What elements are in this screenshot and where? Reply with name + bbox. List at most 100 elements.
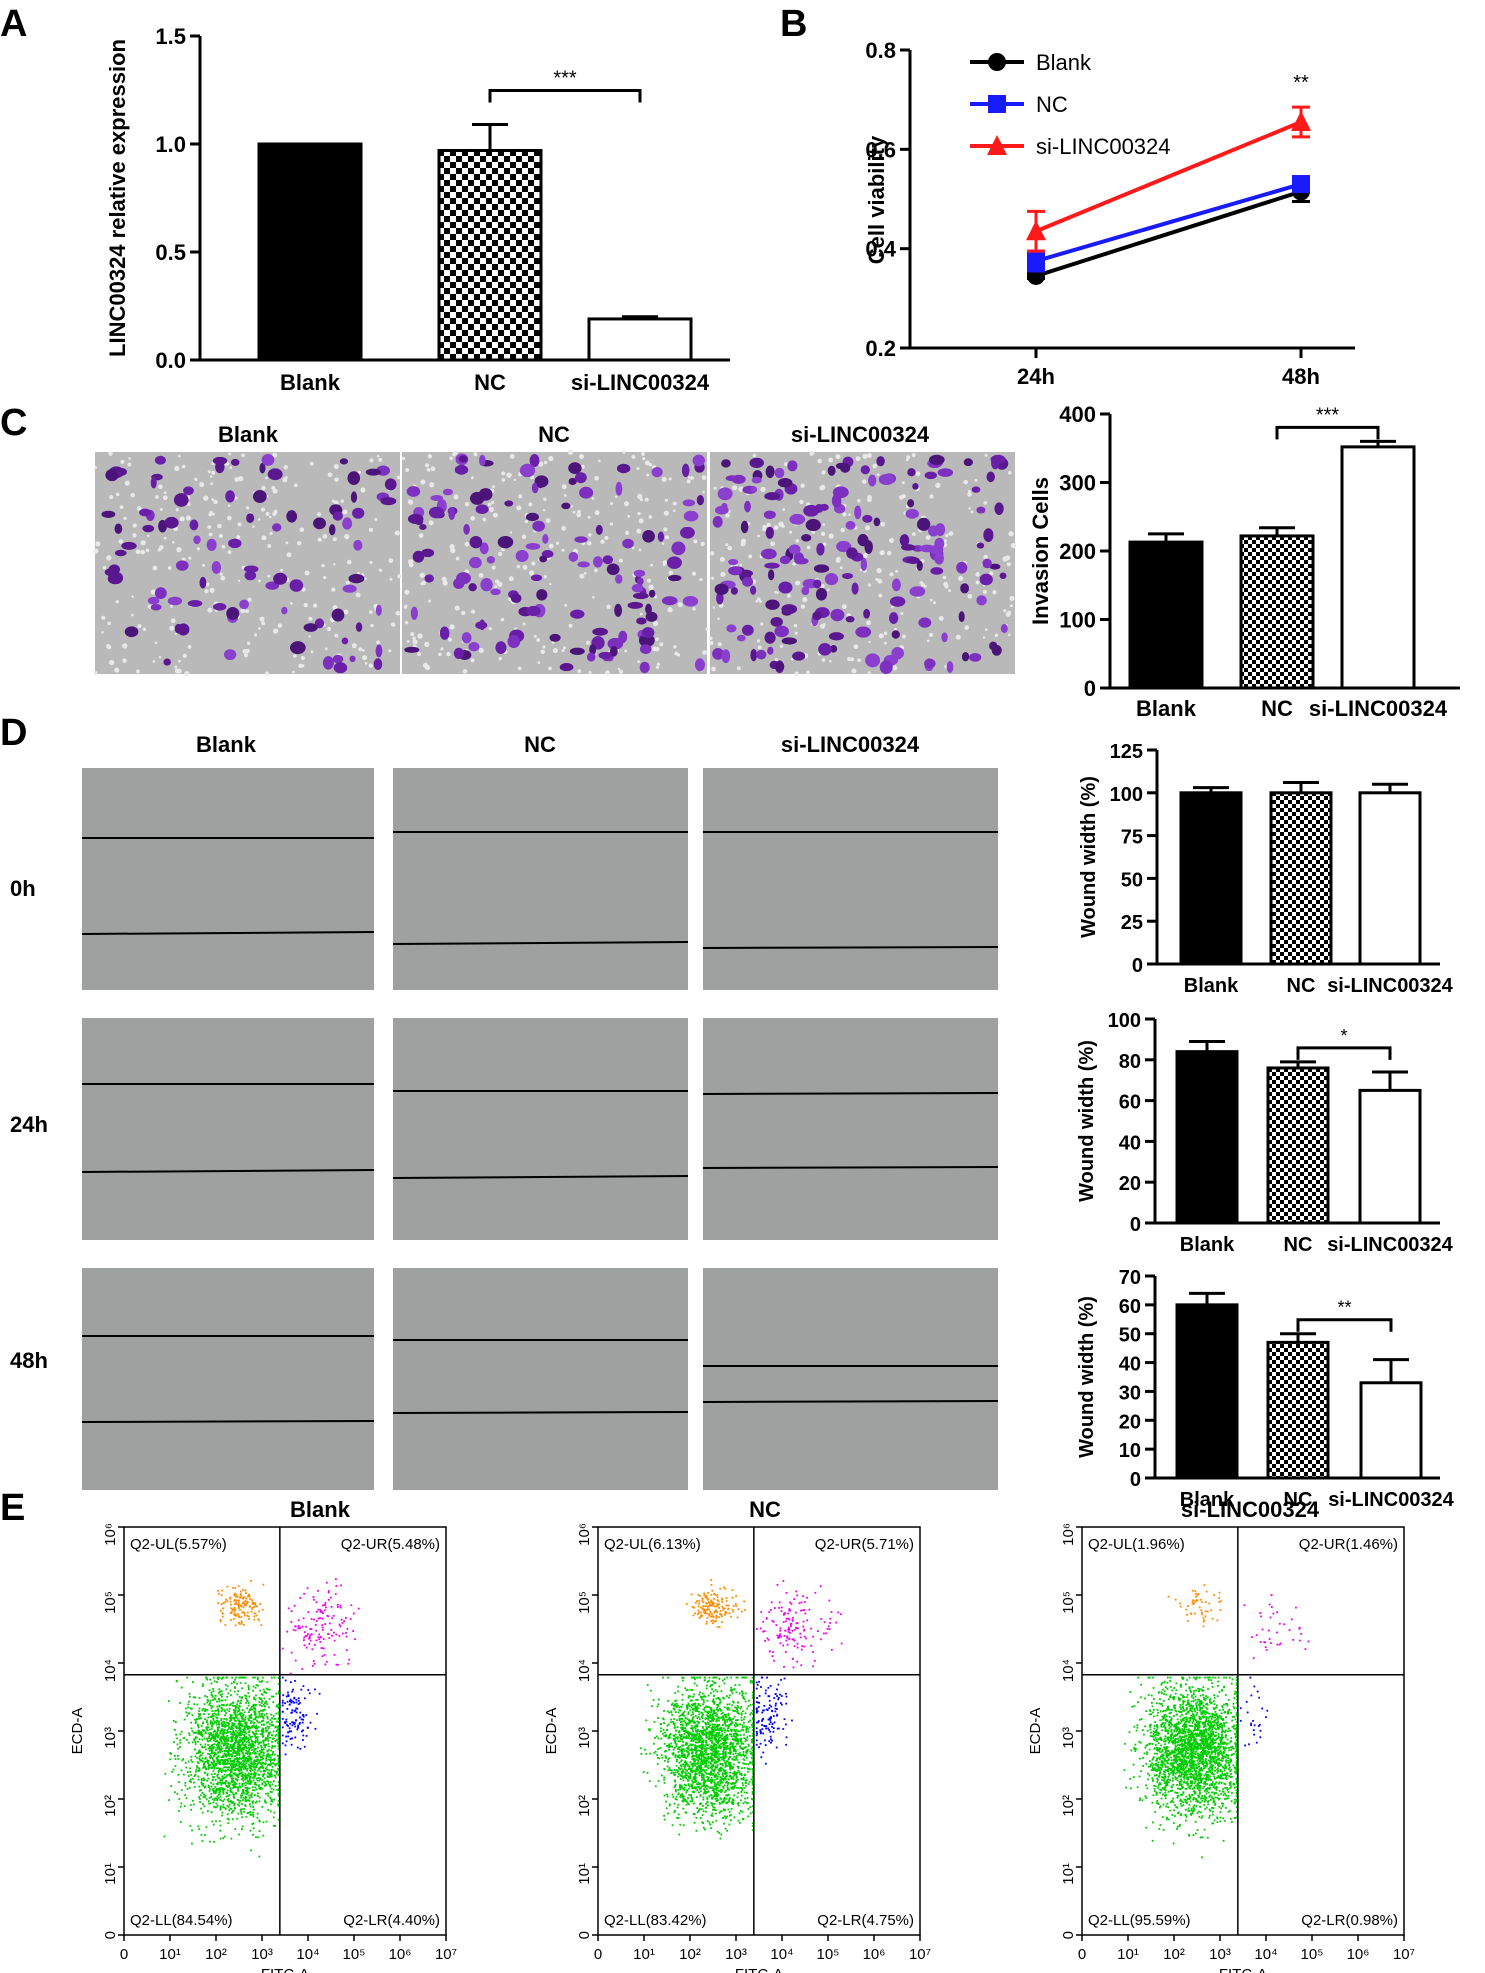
- pore: [900, 611, 904, 616]
- point-ur: [345, 1632, 347, 1634]
- point-ll: [237, 1742, 240, 1745]
- point-ll: [233, 1781, 236, 1784]
- point-ll: [272, 1816, 275, 1819]
- pore: [167, 566, 172, 570]
- point-ul: [731, 1608, 734, 1611]
- point-ll: [712, 1681, 715, 1684]
- point-ll: [667, 1676, 669, 1679]
- panel-letter-a: A: [0, 3, 27, 45]
- point-ll: [239, 1740, 242, 1743]
- stained-cell: [976, 542, 985, 549]
- point-lr: [287, 1731, 289, 1734]
- point-lr: [293, 1696, 296, 1699]
- point-ll: [202, 1782, 205, 1785]
- point-ll: [237, 1734, 240, 1737]
- point-ur: [308, 1642, 311, 1645]
- point-ll: [230, 1728, 232, 1731]
- point-ll: [196, 1723, 199, 1726]
- point-ll: [241, 1783, 244, 1786]
- point-ll: [269, 1736, 271, 1739]
- point-ll: [223, 1732, 226, 1734]
- point-ll: [260, 1730, 263, 1732]
- stained-cell: [989, 563, 1001, 570]
- stained-cell: [616, 463, 631, 474]
- point-ll: [262, 1775, 264, 1777]
- point-ll: [260, 1786, 262, 1789]
- x-tick-label: NC: [1284, 1489, 1313, 1511]
- point-ll: [214, 1762, 217, 1765]
- point-ll: [197, 1725, 200, 1727]
- pore: [509, 531, 513, 534]
- point-ll: [262, 1754, 265, 1757]
- stained-cell: [924, 471, 937, 480]
- pore: [943, 581, 949, 587]
- point-ll: [226, 1766, 229, 1769]
- point-ll: [255, 1759, 257, 1762]
- pore: [974, 478, 978, 482]
- point-ur: [301, 1668, 304, 1670]
- point-ll: [213, 1799, 216, 1802]
- point-ll: [277, 1774, 280, 1776]
- stained-cell: [774, 625, 789, 638]
- point-ul: [711, 1602, 714, 1605]
- point-ll: [261, 1732, 264, 1734]
- point-ur: [776, 1634, 779, 1637]
- point-ll: [271, 1783, 274, 1786]
- point-ll: [733, 1816, 736, 1819]
- point-ul: [709, 1611, 712, 1614]
- point-ll: [689, 1743, 692, 1746]
- point-ur: [767, 1638, 770, 1641]
- y-tick-label: 100: [1110, 784, 1143, 806]
- point-ll: [212, 1730, 215, 1733]
- pore: [470, 515, 476, 521]
- pore: [915, 471, 921, 477]
- pore: [578, 453, 585, 460]
- point-ll: [260, 1741, 262, 1744]
- point-ur: [810, 1644, 813, 1647]
- point-ul: [235, 1595, 238, 1598]
- point-ll: [277, 1718, 280, 1720]
- point-ll: [260, 1770, 262, 1773]
- x-axis-label: FITC-A: [735, 1966, 783, 1973]
- point-ll: [254, 1737, 257, 1740]
- pore: [911, 453, 916, 458]
- point-ul: [735, 1595, 738, 1598]
- point-lr: [295, 1707, 298, 1710]
- point-lr: [288, 1727, 291, 1730]
- stained-cell: [375, 604, 382, 616]
- pore: [364, 662, 368, 665]
- pore: [376, 454, 380, 458]
- point-ll: [238, 1708, 241, 1711]
- point-ll: [245, 1738, 248, 1740]
- pore: [101, 615, 106, 620]
- point-ll: [237, 1690, 239, 1693]
- point-ll: [208, 1713, 210, 1716]
- point-lr: [290, 1701, 293, 1704]
- point-ll: [224, 1714, 226, 1717]
- point-ll: [194, 1696, 197, 1699]
- point-ll: [202, 1784, 205, 1787]
- point-ll: [210, 1749, 213, 1751]
- point-ll: [179, 1702, 181, 1704]
- point-ll: [226, 1676, 229, 1679]
- pore: [648, 462, 652, 467]
- pore: [427, 454, 433, 459]
- point-ll: [251, 1742, 254, 1745]
- point-ll: [241, 1716, 243, 1719]
- point-ll: [231, 1736, 234, 1739]
- point-ll: [271, 1741, 273, 1743]
- panel-d-col-si: si-LINC00324: [781, 732, 920, 757]
- x-tick-label: 10⁷: [909, 1946, 931, 1963]
- point-ll: [269, 1772, 272, 1775]
- point-ll: [726, 1760, 729, 1763]
- pore: [583, 572, 587, 575]
- point-ul: [246, 1600, 248, 1603]
- point-ll: [264, 1800, 266, 1803]
- point-ll: [232, 1809, 235, 1812]
- pore: [1008, 531, 1014, 537]
- point-ur: [345, 1617, 347, 1619]
- point-ll: [749, 1704, 752, 1706]
- point-ll: [182, 1758, 185, 1760]
- point-ll: [701, 1763, 704, 1766]
- point-ll: [218, 1787, 221, 1790]
